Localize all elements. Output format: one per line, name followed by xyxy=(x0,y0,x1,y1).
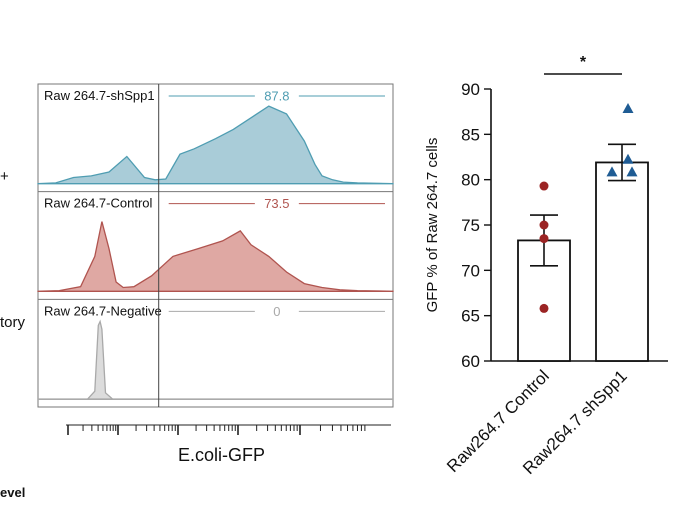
y-tick-label: 60 xyxy=(461,352,480,371)
histogram-0 xyxy=(37,105,394,185)
sample-label: Raw 264.7-shSpp1 xyxy=(44,88,155,103)
gate-label-bg xyxy=(254,302,299,319)
sample-label: Raw 264.7-Negative xyxy=(44,303,162,318)
gate-label-bg xyxy=(254,87,299,103)
y-tick-label: 90 xyxy=(461,80,480,99)
data-point xyxy=(622,102,634,113)
cropped-label-plus: + xyxy=(0,168,9,185)
data-point xyxy=(539,234,549,244)
data-point xyxy=(539,220,549,230)
plot-frame xyxy=(37,83,394,408)
significance-marker: * xyxy=(580,54,587,71)
sample-label: Raw 264.7-Control xyxy=(44,196,152,211)
y-axis-title: GFP % of Raw 264.7 cells xyxy=(424,138,441,313)
y-tick-label: 70 xyxy=(461,261,480,280)
gate-value: 73.5 xyxy=(264,196,289,211)
data-point xyxy=(622,153,634,164)
gate-value: 0 xyxy=(273,304,280,319)
x-axis-title: E.coli-GFP xyxy=(178,445,265,465)
cropped-label-evel: evel xyxy=(0,485,26,500)
bar-1 xyxy=(595,161,649,362)
cropped-label-tory: tory xyxy=(0,314,26,331)
y-tick-label: 75 xyxy=(461,216,480,235)
y-tick-label: 65 xyxy=(461,307,480,326)
y-tick-label: 85 xyxy=(461,125,480,144)
gate-label-bg xyxy=(254,194,299,211)
gate-value: 87.8 xyxy=(264,89,289,104)
data-point xyxy=(539,303,549,313)
y-tick-label: 80 xyxy=(461,171,480,190)
histogram-1 xyxy=(37,221,394,292)
data-point xyxy=(606,166,618,177)
data-point xyxy=(539,181,549,191)
data-point xyxy=(626,166,638,177)
